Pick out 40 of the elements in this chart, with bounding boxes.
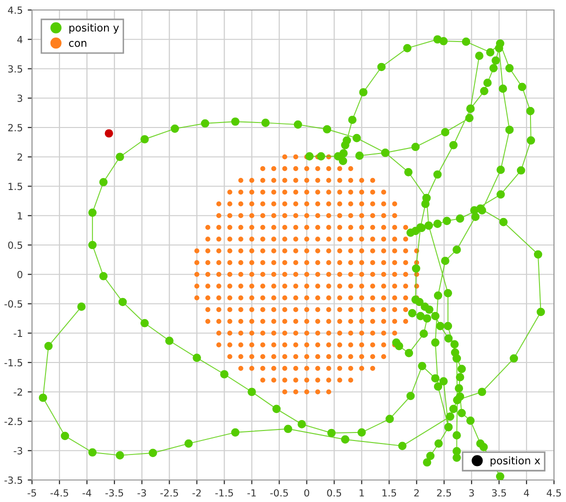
x-tick-label: -2 <box>192 489 201 496</box>
y-tick-label: -0.5 <box>4 300 22 308</box>
x-tick-label: 1 <box>360 489 364 496</box>
x-tick-label: 3 <box>469 489 474 497</box>
y-tick-label: 3 <box>18 94 22 102</box>
y-tick-label: -2.5 <box>4 418 22 426</box>
x-tick-label: -1 <box>247 489 256 496</box>
y-tick-label: 4 <box>17 36 22 44</box>
x-tick-label: 4.5 <box>546 489 561 497</box>
y-tick-label: -1 <box>14 330 22 337</box>
legend-label: position x <box>490 456 540 466</box>
y-tick-label: 3.5 <box>8 65 22 73</box>
x-tick-label: 3.5 <box>492 489 506 497</box>
x-tick-label: -5 <box>28 489 36 497</box>
y-tick-label: -1.5 <box>4 359 22 366</box>
y-tick-label: 2.5 <box>8 124 22 132</box>
x-tick-label: -3 <box>138 489 146 497</box>
legend-label: con <box>69 40 86 47</box>
y-tick-label: 4.5 <box>8 6 22 14</box>
y-tick-label: 0.5 <box>8 241 22 249</box>
x-tick-label: -1.5 <box>215 489 233 497</box>
y-tick-label: -2 <box>14 388 22 396</box>
y-tick-label: 2 <box>18 153 22 161</box>
x-tick-label: -3.5 <box>105 489 124 497</box>
y-tick-label: 1 <box>18 212 22 220</box>
x-tick-label: 0 <box>304 489 310 497</box>
x-tick-label: -4 <box>82 489 92 496</box>
x-tick-label: -2.5 <box>160 489 178 497</box>
y-tick-label: 0 <box>17 270 22 278</box>
x-tick-label: 2 <box>414 489 419 496</box>
y-tick-label: -3 <box>14 447 22 454</box>
x-tick-label: 2.5 <box>437 489 451 497</box>
legend-label: position y <box>69 24 119 34</box>
x-tick-label: 1.5 <box>382 489 396 497</box>
x-tick-label: 0.5 <box>327 489 342 497</box>
y-tick-label: -3.5 <box>4 476 22 484</box>
x-tick-label: -4.5 <box>50 489 68 497</box>
x-tick-label: 4 <box>524 489 530 496</box>
y-tick-label: 1.5 <box>8 182 22 190</box>
x-tick-label: -0.5 <box>270 489 288 497</box>
